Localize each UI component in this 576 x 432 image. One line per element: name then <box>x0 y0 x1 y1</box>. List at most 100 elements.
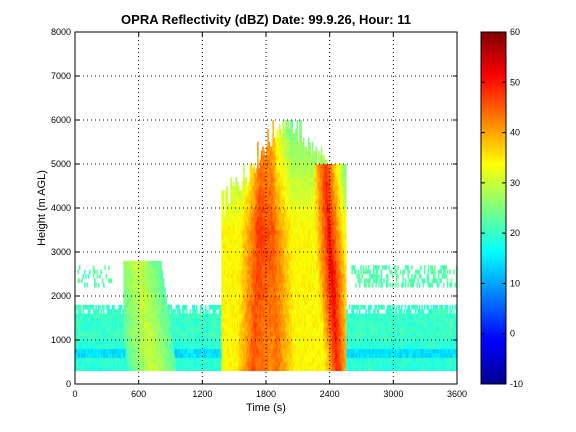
reflectivity-cell <box>142 348 145 354</box>
reflectivity-cell <box>283 296 286 301</box>
reflectivity-cell <box>231 274 234 279</box>
reflectivity-cell <box>100 335 103 341</box>
reflectivity-cell <box>76 353 78 358</box>
reflectivity-cell <box>230 300 232 306</box>
reflectivity-cell <box>274 282 277 288</box>
reflectivity-cell <box>269 278 272 284</box>
reflectivity-cell <box>249 274 252 279</box>
reflectivity-cell <box>295 168 297 174</box>
reflectivity-cell <box>123 269 125 275</box>
reflectivity-cell <box>297 199 300 204</box>
reflectivity-cell <box>110 322 113 328</box>
reflectivity-cell <box>132 344 134 350</box>
reflectivity-cell <box>223 243 226 248</box>
reflectivity-cell <box>290 291 292 297</box>
reflectivity-cell <box>248 260 250 266</box>
reflectivity-cell <box>290 221 292 226</box>
reflectivity-cell <box>244 331 246 336</box>
reflectivity-cell <box>105 353 108 358</box>
reflectivity-cell <box>269 256 272 262</box>
reflectivity-cell <box>246 247 249 253</box>
reflectivity-cell <box>141 274 143 279</box>
reflectivity-cell <box>187 344 189 350</box>
reflectivity-cell <box>174 344 176 350</box>
reflectivity-cell <box>78 335 81 341</box>
reflectivity-cell <box>276 234 278 240</box>
reflectivity-cell <box>260 172 263 178</box>
reflectivity-cell <box>134 322 137 328</box>
reflectivity-cell <box>250 172 253 178</box>
reflectivity-cell <box>174 322 176 328</box>
reflectivity-cell <box>268 269 271 275</box>
reflectivity-cell <box>295 159 297 165</box>
reflectivity-cell <box>153 348 156 354</box>
reflectivity-cell <box>195 362 198 367</box>
reflectivity-cell <box>268 326 271 332</box>
reflectivity-cell <box>272 256 274 262</box>
reflectivity-cell <box>260 282 263 288</box>
reflectivity-cell <box>89 335 91 341</box>
reflectivity-cell <box>118 362 120 367</box>
reflectivity-cell <box>231 243 234 248</box>
reflectivity-cell <box>285 120 287 125</box>
reflectivity-cell <box>94 309 96 314</box>
reflectivity-cell <box>97 318 100 323</box>
reflectivity-cell <box>108 357 110 363</box>
reflectivity-cell <box>281 300 283 306</box>
reflectivity-cell <box>152 296 155 301</box>
reflectivity-cell <box>283 274 286 279</box>
reflectivity-cell <box>208 340 211 345</box>
reflectivity-cell <box>156 265 159 270</box>
reflectivity-cell <box>213 309 216 314</box>
reflectivity-cell <box>288 304 291 310</box>
reflectivity-cell <box>248 269 250 275</box>
reflectivity-cell <box>213 318 216 323</box>
reflectivity-cell <box>133 322 136 328</box>
reflectivity-cell <box>153 353 156 358</box>
reflectivity-cell <box>295 190 297 196</box>
reflectivity-cell <box>171 326 174 332</box>
reflectivity-cell <box>297 348 300 354</box>
reflectivity-cell <box>225 348 227 354</box>
reflectivity-cell <box>111 340 114 345</box>
reflectivity-cell <box>104 335 106 341</box>
reflectivity-cell <box>129 296 132 301</box>
reflectivity-cell <box>176 344 179 350</box>
reflectivity-cell <box>268 265 271 270</box>
reflectivity-cell <box>89 340 91 345</box>
reflectivity-cell <box>271 256 273 262</box>
reflectivity-cell <box>89 331 91 336</box>
reflectivity-cell <box>248 265 250 270</box>
reflectivity-cell <box>125 282 128 288</box>
reflectivity-cell <box>148 274 151 279</box>
reflectivity-cell <box>229 208 231 213</box>
reflectivity-cell <box>285 269 287 275</box>
reflectivity-cell <box>106 322 109 328</box>
reflectivity-cell <box>132 304 134 310</box>
reflectivity-cell <box>257 159 259 165</box>
reflectivity-cell <box>253 269 255 275</box>
reflectivity-cell <box>114 335 117 341</box>
reflectivity-cell <box>189 357 192 363</box>
reflectivity-cell <box>222 238 225 244</box>
reflectivity-cell <box>189 348 192 354</box>
reflectivity-cell <box>292 353 295 358</box>
reflectivity-cell <box>89 318 91 323</box>
reflectivity-cell <box>251 199 254 204</box>
reflectivity-cell <box>195 309 198 314</box>
reflectivity-cell <box>274 326 277 332</box>
reflectivity-cell <box>80 344 82 350</box>
reflectivity-cell <box>255 304 258 310</box>
reflectivity-cell <box>180 322 183 328</box>
reflectivity-cell <box>229 326 231 332</box>
reflectivity-cell <box>244 287 246 292</box>
reflectivity-cell <box>99 274 101 279</box>
reflectivity-cell <box>161 318 164 323</box>
reflectivity-cell <box>274 142 277 147</box>
reflectivity-cell <box>138 344 141 350</box>
reflectivity-cell <box>99 362 101 367</box>
reflectivity-cell <box>231 340 234 345</box>
reflectivity-cell <box>285 181 287 187</box>
reflectivity-cell <box>280 265 282 270</box>
reflectivity-cell <box>157 335 160 341</box>
